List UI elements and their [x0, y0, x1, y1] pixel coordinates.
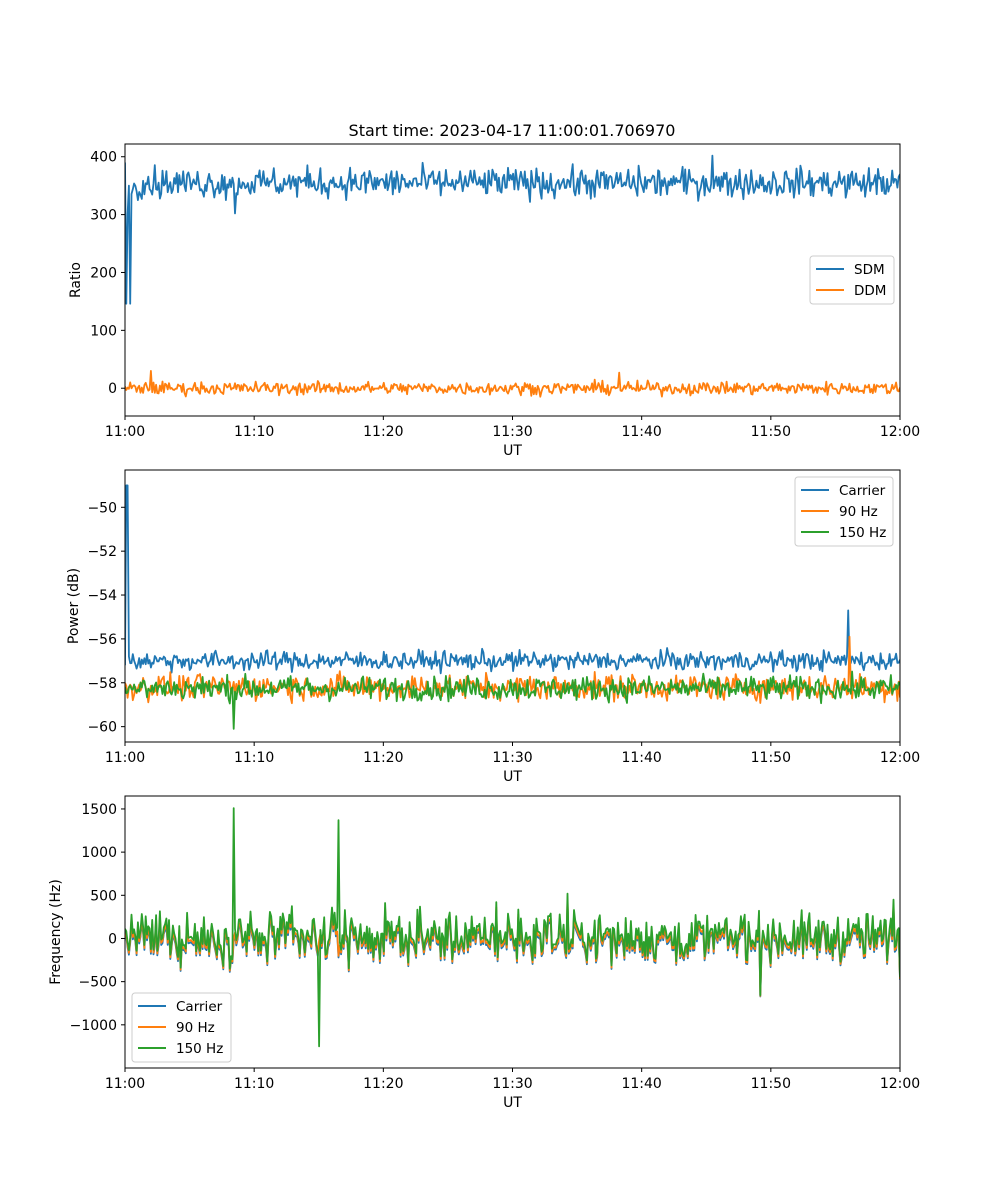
- series-line-150-hz: [125, 807, 900, 1048]
- panel-3: 11:00 11:10 11:20 11:30 11:40 11:50 12:00 −1000…: [48, 795, 920, 1111]
- y-tick-label: −56: [87, 632, 117, 648]
- y-axis-label: Ratio: [68, 262, 84, 298]
- x-tick-label: 11:10: [234, 750, 274, 766]
- series-line-150-hz: [125, 670, 900, 730]
- y-tick-label: 0: [108, 381, 117, 397]
- y-tick-label: −52: [87, 544, 117, 560]
- y-tick-label: −1000: [70, 1018, 117, 1034]
- series-line-carrier: [125, 484, 900, 675]
- y-tick-label: −58: [87, 676, 117, 692]
- y-tick-label: −500: [79, 975, 117, 991]
- x-tick-label: 11:30: [492, 1076, 532, 1092]
- x-tick-label: 11:40: [621, 750, 661, 766]
- x-axis-label: UT: [503, 769, 522, 785]
- legend-label: 150 Hz: [839, 525, 886, 541]
- x-tick-label: 12:00: [880, 424, 920, 440]
- series-line-90-hz: [125, 635, 900, 705]
- x-axis-label: UT: [503, 1095, 522, 1111]
- x-tick-label: 11:00: [105, 750, 145, 766]
- x-tick-label: 11:00: [105, 1076, 145, 1092]
- legend-label: 150 Hz: [176, 1041, 223, 1057]
- y-tick-label: 300: [90, 208, 117, 224]
- legend: SDM DDM: [809, 255, 895, 305]
- y-tick-label: −60: [87, 720, 117, 736]
- figure-title: Start time: 2023-04-17 11:00:01.706970: [349, 121, 676, 140]
- series-line-carrier: [125, 901, 900, 998]
- panel-2: 11:00 11:10 11:20 11:30 11:40 11:50 12:00 −60 −5…: [66, 469, 920, 785]
- x-tick-label: 11:20: [363, 424, 403, 440]
- legend-box: [131, 992, 232, 1063]
- legend: Carrier 90 Hz 150 Hz: [794, 476, 894, 547]
- x-tick-label: 11:30: [492, 424, 532, 440]
- y-axis-label: Power (dB): [66, 568, 82, 644]
- x-axis-label: UT: [503, 443, 522, 459]
- y-tick-label: 100: [90, 323, 117, 339]
- x-tick-label: 11:30: [492, 750, 532, 766]
- y-axis-label: Frequency (Hz): [48, 879, 64, 985]
- x-tick-label: 11:40: [621, 424, 661, 440]
- y-tick-label: 400: [90, 150, 117, 166]
- x-tick-label: 11:50: [751, 1076, 791, 1092]
- x-tick-label: 11:40: [621, 1076, 661, 1092]
- x-tick-label: 11:10: [234, 1076, 274, 1092]
- legend-label: SDM: [854, 262, 885, 278]
- legend-box: [794, 476, 894, 547]
- x-tick-label: 11:50: [751, 750, 791, 766]
- y-tick-label: −50: [87, 500, 117, 516]
- panel-1: 11:00 11:10 11:20 11:30 11:40 11:50 12:00 0 100 2…: [68, 143, 920, 459]
- y-tick-label: 1000: [81, 845, 117, 861]
- x-tick-label: 11:50: [751, 424, 791, 440]
- x-tick-label: 12:00: [880, 750, 920, 766]
- legend-label: Carrier: [176, 999, 223, 1015]
- x-tick-label: 12:00: [880, 1076, 920, 1092]
- series-line-90-hz: [125, 898, 900, 997]
- x-tick-label: 11:20: [363, 1076, 403, 1092]
- series-line-sdm: [125, 154, 900, 305]
- y-tick-label: 0: [108, 931, 117, 947]
- y-tick-label: 1500: [81, 802, 117, 818]
- x-tick-label: 11:00: [105, 424, 145, 440]
- y-tick-label: 500: [90, 888, 117, 904]
- legend-label: Carrier: [839, 483, 886, 499]
- x-tick-label: 11:10: [234, 424, 274, 440]
- x-tick-label: 11:20: [363, 750, 403, 766]
- y-tick-label: 200: [90, 265, 117, 281]
- legend-label: 90 Hz: [839, 504, 878, 520]
- legend: Carrier 90 Hz 150 Hz: [131, 992, 232, 1063]
- series-line-ddm: [125, 370, 900, 398]
- axes-frame: [124, 469, 901, 743]
- legend-label: DDM: [854, 283, 886, 299]
- y-tick-label: −54: [87, 588, 117, 604]
- legend-label: 90 Hz: [176, 1020, 215, 1036]
